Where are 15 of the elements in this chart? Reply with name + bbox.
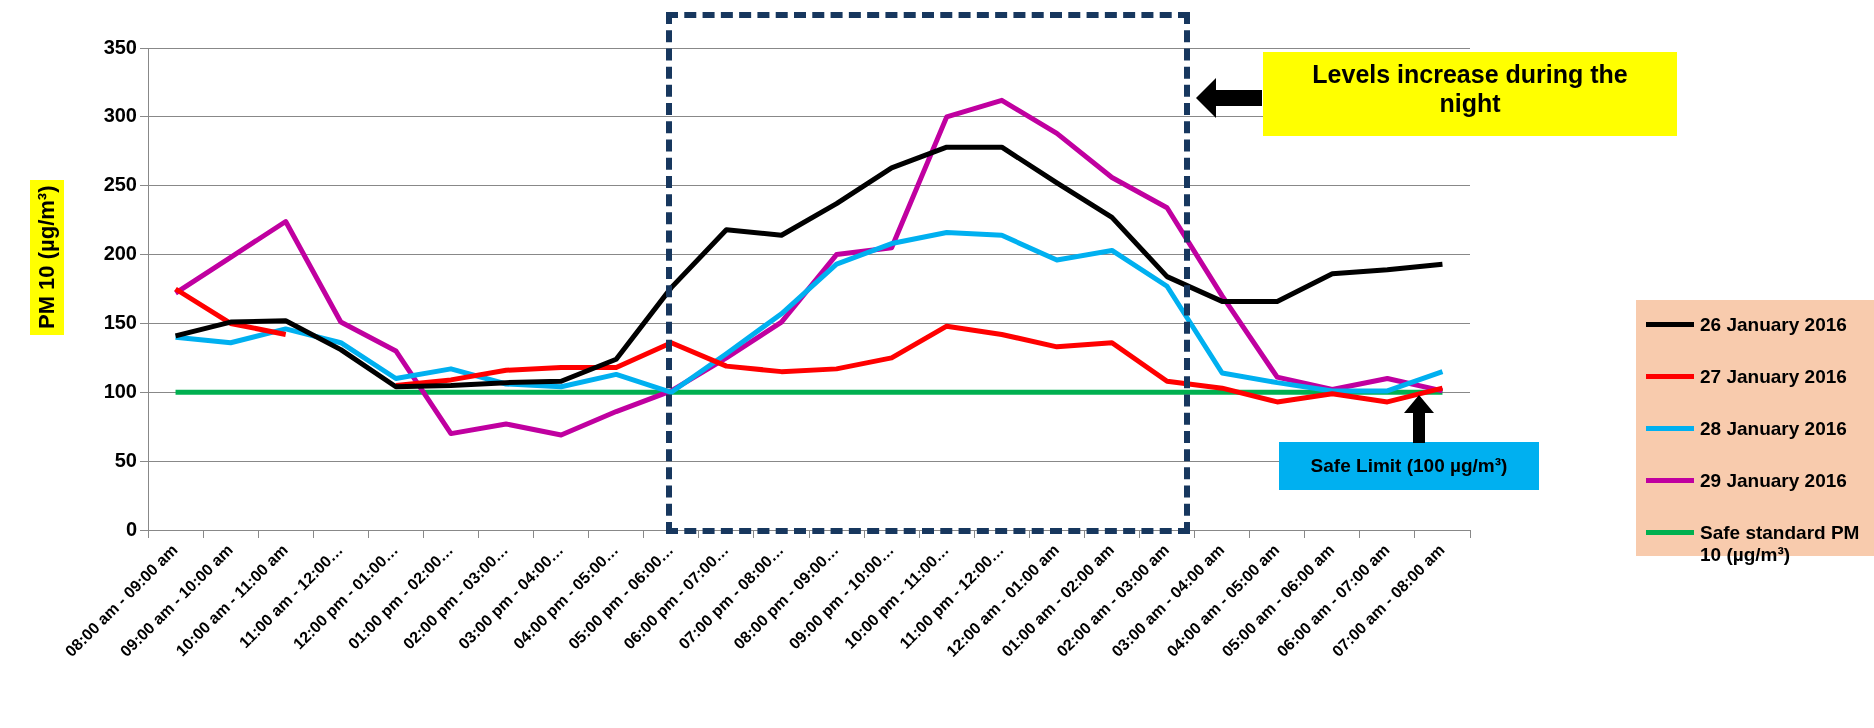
legend-label: 29 January 2016	[1700, 470, 1848, 492]
y-tick-label: 350	[103, 35, 137, 58]
y-tick-label: 150	[103, 310, 137, 333]
annotation: Levels increase during the night	[1311, 60, 1629, 118]
legend-label: Safe standard PM 10 (µg/m³)	[1700, 522, 1861, 566]
y-tick-label: 300	[103, 104, 137, 127]
y-tick-label: 100	[103, 379, 137, 402]
y-axis-title: PM 10 (µg/m³)	[30, 179, 64, 335]
legend-label: 28 January 2016	[1700, 418, 1848, 440]
y-tick-label: 0	[125, 517, 137, 540]
y-tick-label: 50	[114, 448, 137, 471]
y-tick-label: 250	[103, 173, 137, 196]
legend-label: 27 January 2016	[1700, 366, 1848, 388]
legend-label: 26 January 2016	[1700, 314, 1848, 336]
y-tick-label: 200	[103, 242, 137, 265]
